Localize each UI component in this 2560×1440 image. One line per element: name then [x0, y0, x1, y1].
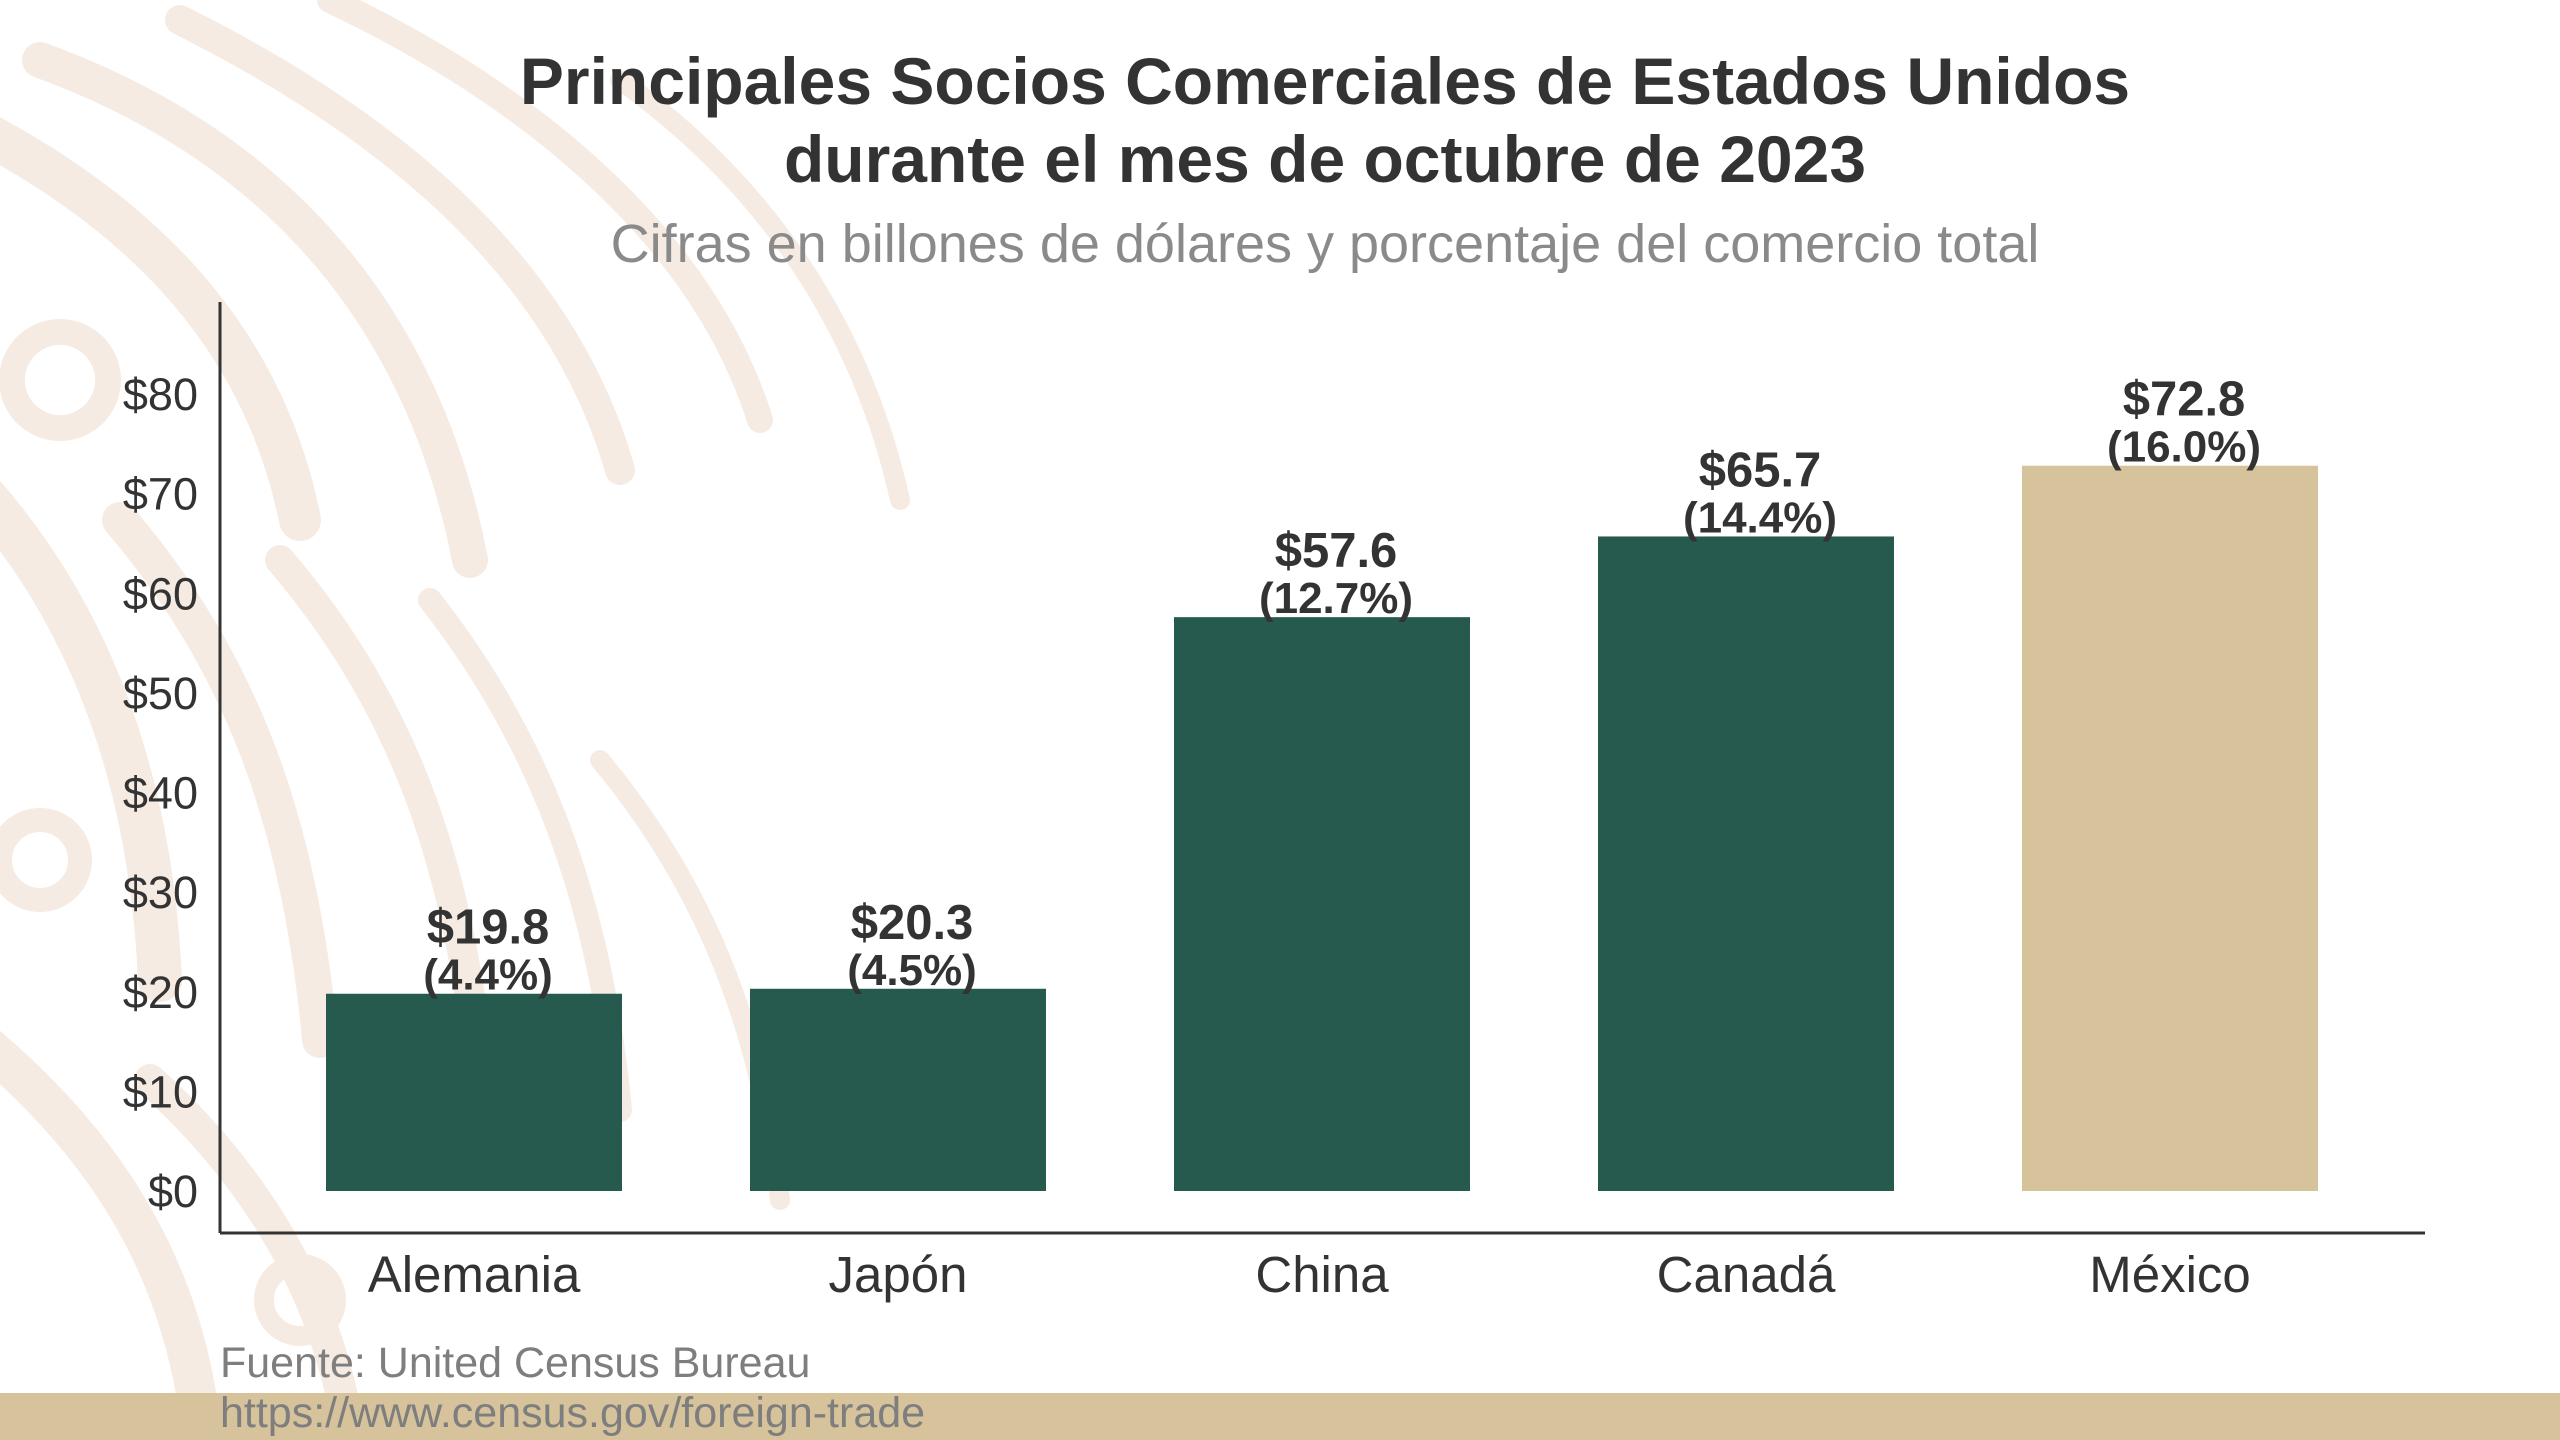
y-tick-label: $80 — [123, 369, 198, 420]
background-pattern — [0, 0, 910, 1440]
x-category-label: México — [2089, 1246, 2251, 1303]
bar-value-label: $72.8 — [2123, 373, 2246, 427]
y-axis-ticks: $0 $10 $20 $30 $40 $50 $60 $70 $80 — [123, 369, 198, 1217]
bar-percent-label: (4.5%) — [847, 946, 977, 995]
y-tick-label: $60 — [123, 568, 198, 619]
source-note: Fuente: United Census Bureau https://www… — [220, 1338, 925, 1438]
chart-subtitle: Cifras en billones de dólares y porcenta… — [610, 214, 2040, 274]
y-tick-label: $30 — [123, 867, 198, 918]
y-tick-label: $50 — [123, 668, 198, 719]
y-tick-label: $10 — [123, 1066, 198, 1117]
source-text: Fuente: United Census Bureau — [220, 1339, 811, 1387]
chart-title: Principales Socios Comerciales de Estado… — [0, 42, 2560, 198]
bar-percent-label: (16.0%) — [2107, 423, 2261, 472]
bar-china — [1174, 617, 1470, 1191]
value-labels: $19.8(4.4%)$20.3(4.5%)$57.6(12.7%)$65.7(… — [423, 373, 2261, 1000]
bar-percent-label: (12.7%) — [1259, 574, 1413, 623]
bar-alemania — [326, 993, 622, 1191]
bar-méxico — [2022, 465, 2318, 1192]
category-labels: Alemania Japón China Canadá México — [368, 1246, 2251, 1303]
y-tick-label: $70 — [123, 469, 198, 520]
y-tick-label: $0 — [148, 1166, 198, 1217]
bar-value-label: $57.6 — [1275, 524, 1398, 578]
x-category-label: Canadá — [1657, 1246, 1836, 1303]
source-url: https://www.census.gov/foreign-trade — [220, 1389, 926, 1437]
x-category-label: Alemania — [368, 1246, 581, 1303]
y-tick-label: $40 — [123, 768, 198, 819]
chart-title-line-2: durante el mes de octubre de 2023 — [783, 122, 1867, 196]
x-category-label: Japón — [829, 1246, 968, 1303]
bar-percent-label: (4.4%) — [423, 951, 553, 1000]
bar-value-label: $19.8 — [427, 901, 550, 955]
chart-title-line-1: Principales Socios Comerciales de Estado… — [519, 44, 2131, 118]
bar-value-label: $65.7 — [1699, 443, 1822, 497]
footer-band — [0, 1393, 2560, 1440]
bars — [326, 465, 2318, 1192]
bar-value-label: $20.3 — [851, 896, 974, 950]
y-tick-label: $20 — [123, 967, 198, 1018]
bar-canadá — [1598, 536, 1894, 1191]
bar-japón — [750, 988, 1046, 1191]
bar-percent-label: (14.4%) — [1683, 493, 1837, 542]
x-category-label: China — [1255, 1246, 1389, 1303]
